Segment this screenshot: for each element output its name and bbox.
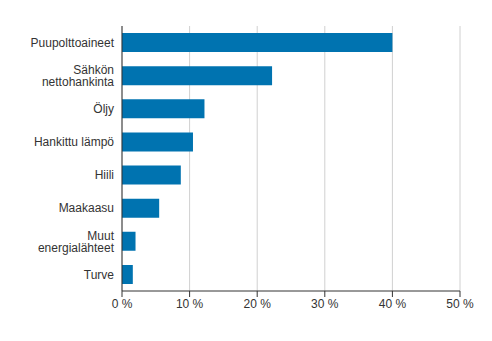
svg-text:Maakaasu: Maakaasu bbox=[59, 201, 114, 215]
svg-text:30 %: 30 % bbox=[311, 297, 339, 311]
svg-text:Sähkönnettohankinta: Sähkönnettohankinta bbox=[42, 63, 114, 89]
svg-text:Hiili: Hiili bbox=[95, 168, 114, 182]
svg-text:20 %: 20 % bbox=[244, 297, 272, 311]
svg-text:Hankittu lämpö: Hankittu lämpö bbox=[34, 135, 114, 149]
svg-text:Muutenergialähteet: Muutenergialähteet bbox=[38, 229, 115, 255]
svg-text:Turve: Turve bbox=[84, 268, 115, 282]
svg-text:50 %: 50 % bbox=[446, 297, 474, 311]
svg-text:Puupolttoaineet: Puupolttoaineet bbox=[31, 36, 115, 50]
svg-text:0 %: 0 % bbox=[112, 297, 133, 311]
svg-text:10 %: 10 % bbox=[176, 297, 204, 311]
svg-text:40 %: 40 % bbox=[379, 297, 407, 311]
svg-text:Öljy: Öljy bbox=[93, 102, 114, 116]
